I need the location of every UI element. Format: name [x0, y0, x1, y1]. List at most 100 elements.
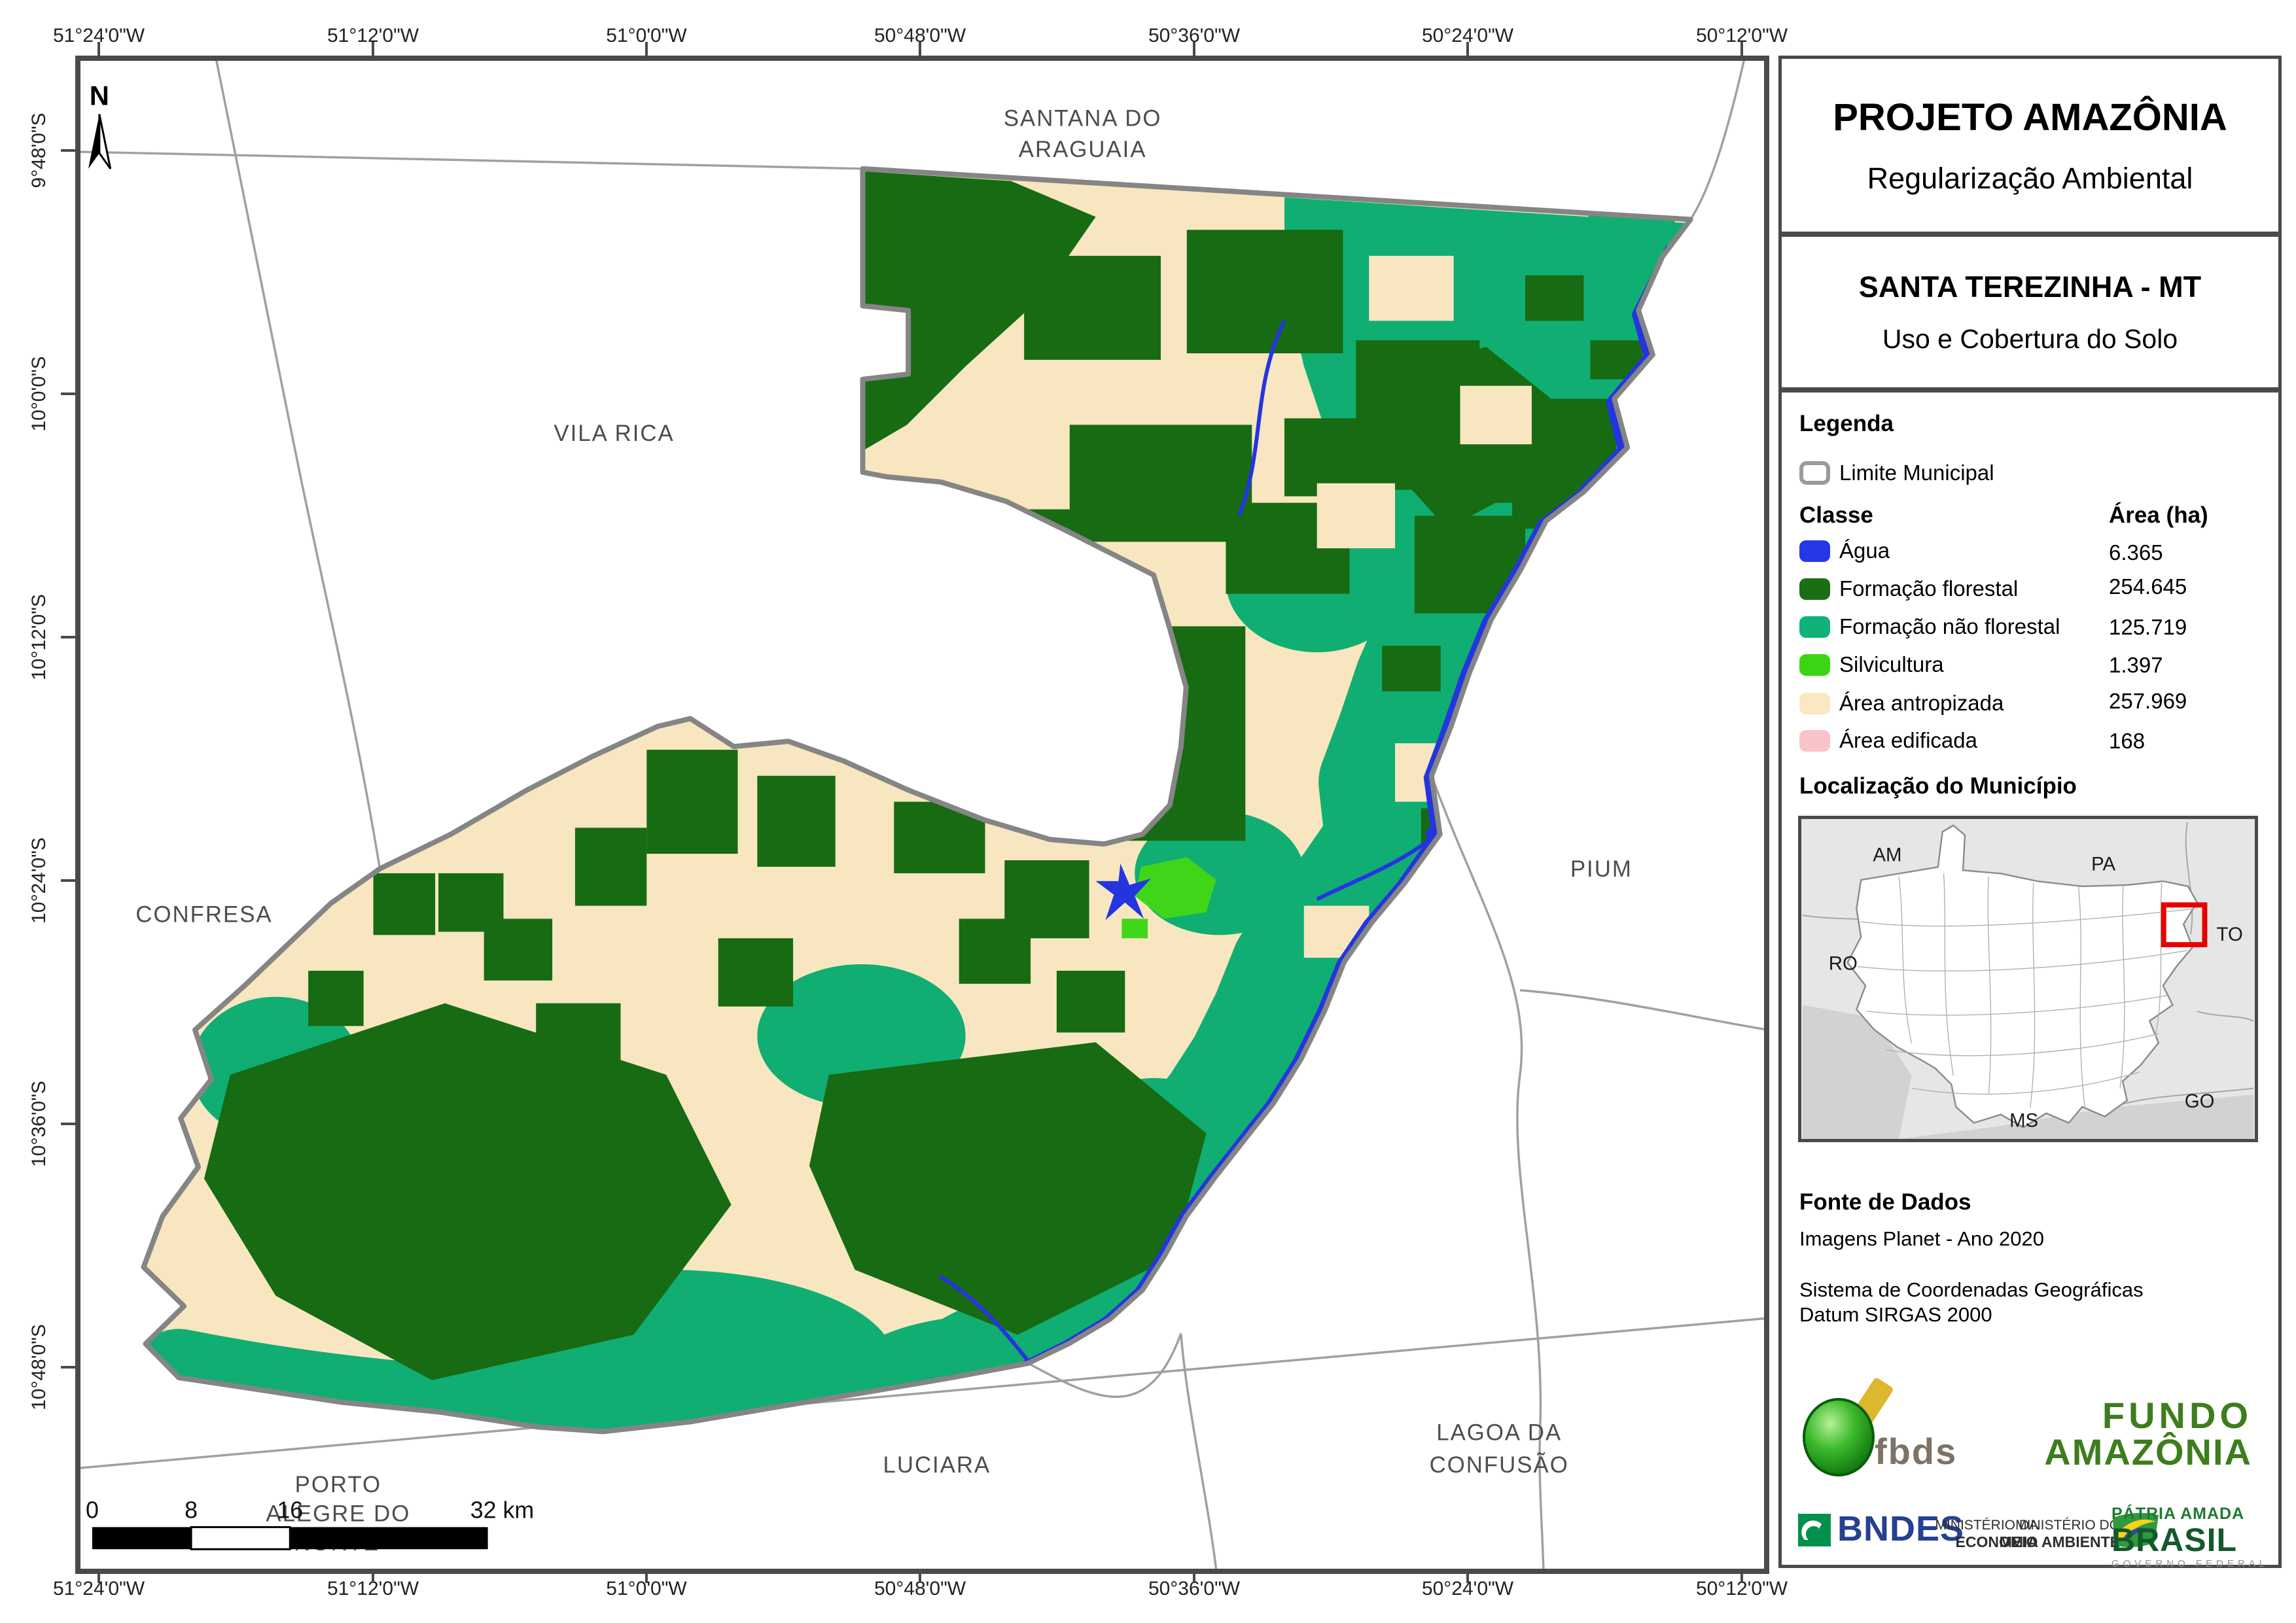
neighbor-boundaries	[80, 61, 1764, 1569]
legend-row-nao-florestal: Formação não florestal	[1799, 614, 2060, 640]
map-title-box: SANTA TEREZINHA - MT Uso e Cobertura do …	[1778, 234, 2282, 391]
tick	[97, 42, 100, 56]
locator-canvas: AM PA RO TO GO MS	[1802, 819, 2254, 1139]
brasil-flag-icon	[2113, 1512, 2159, 1548]
min-econ-line-1: MINISTÉRIO DA	[1935, 1518, 2038, 1533]
municipality-title: SANTA TEREZINHA - MT	[1858, 270, 2202, 304]
tick	[1466, 42, 1469, 56]
fundo-amazonia-logo: FUNDO AMAZÔNIA	[2044, 1397, 2252, 1471]
label-lagoa-2: CONFUSÃO	[1430, 1452, 1569, 1478]
min-econ-line-2: ECONOMIA	[1955, 1533, 2039, 1551]
tick	[61, 1366, 75, 1369]
scale-8: 8	[185, 1497, 198, 1524]
scale-16: 16	[277, 1497, 303, 1524]
map-canvas: SANTANA DO ARAGUAIA VILA RICA CONFRESA P…	[80, 61, 1764, 1569]
bndes-mark	[1798, 1514, 1831, 1546]
silvicultura-area: 1.397	[2109, 653, 2163, 677]
landcover-layers	[143, 171, 1691, 1432]
locator-label-to: TO	[2217, 924, 2243, 945]
coord-left-0: 9°48'0"S	[28, 113, 50, 188]
source-line-2: Sistema de Coordenadas Geográficas	[1799, 1278, 2144, 1301]
scale-bar: 0 8 16 32 km	[86, 1497, 534, 1550]
label-santana-1: SANTANA DO	[1004, 106, 1162, 131]
locator-label-pa: PA	[2091, 853, 2115, 875]
legend-limite-row: Limite Municipal	[1799, 460, 1994, 486]
tick	[1193, 1569, 1195, 1583]
locator-map: AM PA RO TO GO MS	[1798, 816, 2258, 1142]
antropizada-swatch	[1799, 692, 1830, 714]
tick	[645, 42, 648, 56]
label-pium: PIUM	[1570, 857, 1633, 882]
label-porto-1: PORTO	[295, 1473, 381, 1497]
mato-grosso-shape	[1846, 824, 2199, 1128]
title-box: PROJETO AMAZÔNIA Regularização Ambiental	[1778, 56, 2282, 235]
antropizada-area: 257.969	[2109, 689, 2187, 713]
tick	[919, 42, 921, 56]
tick	[61, 636, 75, 638]
label-lagoa-1: LAGOA DA	[1436, 1420, 1562, 1445]
limite-municipal-swatch	[1799, 461, 1830, 485]
limite-municipal-outline	[141, 166, 1693, 1435]
legend-row-agua: Água	[1799, 538, 1890, 564]
source-line-3: Datum SIRGAS 2000	[1799, 1303, 1992, 1326]
silvicultura-swatch	[1799, 654, 1830, 676]
antropizada-label: Área antropizada	[1839, 691, 2004, 715]
locator-label-ms: MS	[2009, 1109, 2038, 1131]
patria-amada-brasil-logo: PÁTRIA AMADA BRASIL GOVERNO FEDERAL	[2111, 1506, 2269, 1569]
silvicultura-patch	[1122, 857, 1216, 939]
government-logos-row: BNDES MINISTÉRIO DA ECONOMIA MINISTÉRIO …	[1798, 1506, 2269, 1569]
label-luciara: LUCIARA	[883, 1453, 991, 1478]
patria-line-3: GOVERNO FEDERAL	[2111, 1558, 2269, 1569]
page-subtitle: Regularização Ambiental	[1867, 161, 2193, 195]
florestal-label: Formação florestal	[1839, 576, 2019, 601]
label-confresa: CONFRESA	[135, 902, 272, 927]
fbds-logo-icon	[1803, 1378, 1893, 1476]
tick	[1740, 42, 1743, 56]
fundo-line-1: FUNDO	[2102, 1395, 2252, 1436]
ministerio-meio-ambiente-logo: MINISTÉRIO DO MEIO AMBIENTE	[2000, 1518, 2120, 1551]
legend-row-silvicultura: Silvicultura	[1799, 652, 1944, 678]
silvicultura-label: Silvicultura	[1839, 652, 1944, 676]
patria-line-1: PÁTRIA AMADA	[2111, 1505, 2245, 1523]
agua-label: Água	[1839, 538, 1890, 563]
coord-left-2: 10°12'0"S	[28, 594, 50, 680]
page-title: PROJETO AMAZÔNIA	[1833, 96, 2227, 139]
edificada-area: 168	[2109, 729, 2146, 753]
municipality-highlight-rect	[2161, 902, 2208, 947]
locator-shade-sw	[1803, 1005, 1912, 1139]
patria-line-2: BRASIL	[2111, 1522, 2238, 1558]
fundo-line-2: AMAZÔNIA	[2044, 1431, 2252, 1473]
tick	[61, 1123, 75, 1125]
source-line-1: Imagens Planet - Ano 2020	[1799, 1227, 2044, 1250]
florestal-swatch	[1799, 578, 1830, 600]
scale-32: 32 km	[470, 1497, 534, 1524]
legend-row-antropizada: Área antropizada	[1799, 690, 2004, 716]
edificada-swatch	[1799, 729, 1830, 752]
locator-labels: AM PA RO TO GO MS	[1829, 845, 2243, 1132]
coord-left-4: 10°36'0"S	[28, 1081, 50, 1167]
map-frame: SANTANA DO ARAGUAIA VILA RICA CONFRESA P…	[75, 56, 1769, 1574]
edificada-patch	[1301, 1081, 1329, 1127]
area-header: Área (ha)	[2109, 502, 2208, 528]
bndes-logo-icon	[1798, 1514, 1831, 1546]
legend-row-florestal: Formação florestal	[1799, 576, 2018, 602]
place-labels: SANTANA DO ARAGUAIA VILA RICA CONFRESA P…	[135, 106, 1633, 1556]
nao-florestal-swatch	[1799, 616, 1830, 638]
tick	[919, 1569, 921, 1583]
scale-0: 0	[86, 1497, 99, 1524]
label-santana-2: ARAGUAIA	[1019, 137, 1147, 162]
tick	[61, 393, 75, 395]
locator-shade-s	[1899, 1094, 2253, 1139]
legend-heading: Legenda	[1799, 411, 1894, 436]
min-amb-line-2: MEIO AMBIENTE	[1999, 1533, 2120, 1551]
coord-left-5: 10°48'0"S	[28, 1324, 50, 1410]
tick	[61, 879, 75, 882]
min-amb-line-1: MINISTÉRIO DO	[2015, 1518, 2120, 1533]
agua-area: 6.365	[2109, 540, 2163, 565]
tick	[372, 1569, 374, 1583]
tick	[372, 42, 374, 56]
florestal-area: 254.645	[2109, 574, 2187, 599]
locator-label-ro: RO	[1829, 952, 1858, 974]
tick	[645, 1569, 648, 1583]
